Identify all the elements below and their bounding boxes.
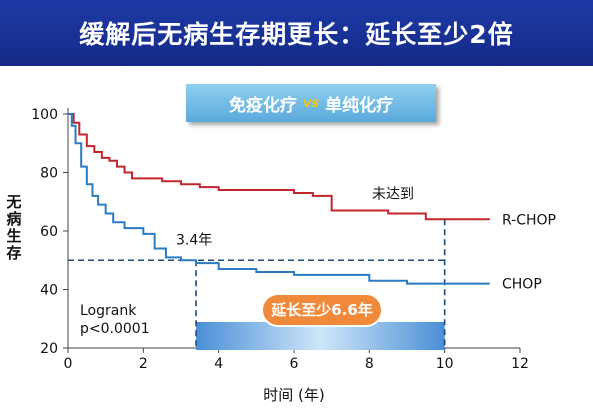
y-tick-label: 100	[31, 107, 58, 123]
y-tick-label: 20	[40, 341, 58, 357]
chop-series-label: CHOP	[502, 277, 542, 293]
title-bar: 缓解后无病生存期更长：延长至少2倍	[0, 0, 593, 66]
chart-axes: 20 40 60 80 100 0 2 4 6 8 10 12 时间 (年)	[31, 107, 529, 404]
pvalue-label: p<0.0001	[80, 321, 150, 337]
chart-series	[68, 113, 490, 285]
median-chop-label: 3.4年	[176, 232, 212, 248]
rchop-series-label: R-CHOP	[502, 212, 556, 228]
banner-vs-label: vs	[302, 95, 320, 111]
y-axis-title: 无病生存	[6, 193, 22, 262]
series-line-chop	[68, 113, 490, 285]
reference-lines	[68, 219, 446, 350]
page-title: 缓解后无病生存期更长：延长至少2倍	[79, 20, 514, 49]
y-tick-label: 80	[40, 166, 58, 182]
x-tick-label: 10	[436, 356, 454, 372]
logrank-label: Logrank	[80, 303, 137, 319]
y-tick-label: 60	[40, 224, 58, 240]
banner-left-label: 免疫化疗	[228, 95, 297, 116]
not-reached-label: 未达到	[372, 187, 414, 203]
chart-annotations: R-CHOP CHOP 未达到 3.4年 Logrank p<0.0001 延长至少6.6年	[80, 187, 556, 337]
comparison-banner: 免疫化疗 vs 单纯化疗	[186, 84, 436, 122]
x-axis-title: 时间 (年)	[263, 386, 324, 404]
gain-callout-label: 延长至少6.6年	[270, 301, 373, 319]
gain-callout-bubble	[261, 293, 383, 327]
x-tick-label: 8	[365, 356, 374, 372]
x-tick-label: 6	[290, 356, 299, 372]
series-line-r-chop	[68, 113, 490, 221]
banner-right-label: 单纯化疗	[325, 95, 394, 116]
x-tick-label: 12	[511, 356, 529, 372]
y-tick-label: 40	[40, 283, 58, 299]
x-tick-label: 2	[139, 356, 148, 372]
x-tick-label: 4	[214, 356, 223, 372]
x-tick-label: 0	[64, 356, 73, 372]
